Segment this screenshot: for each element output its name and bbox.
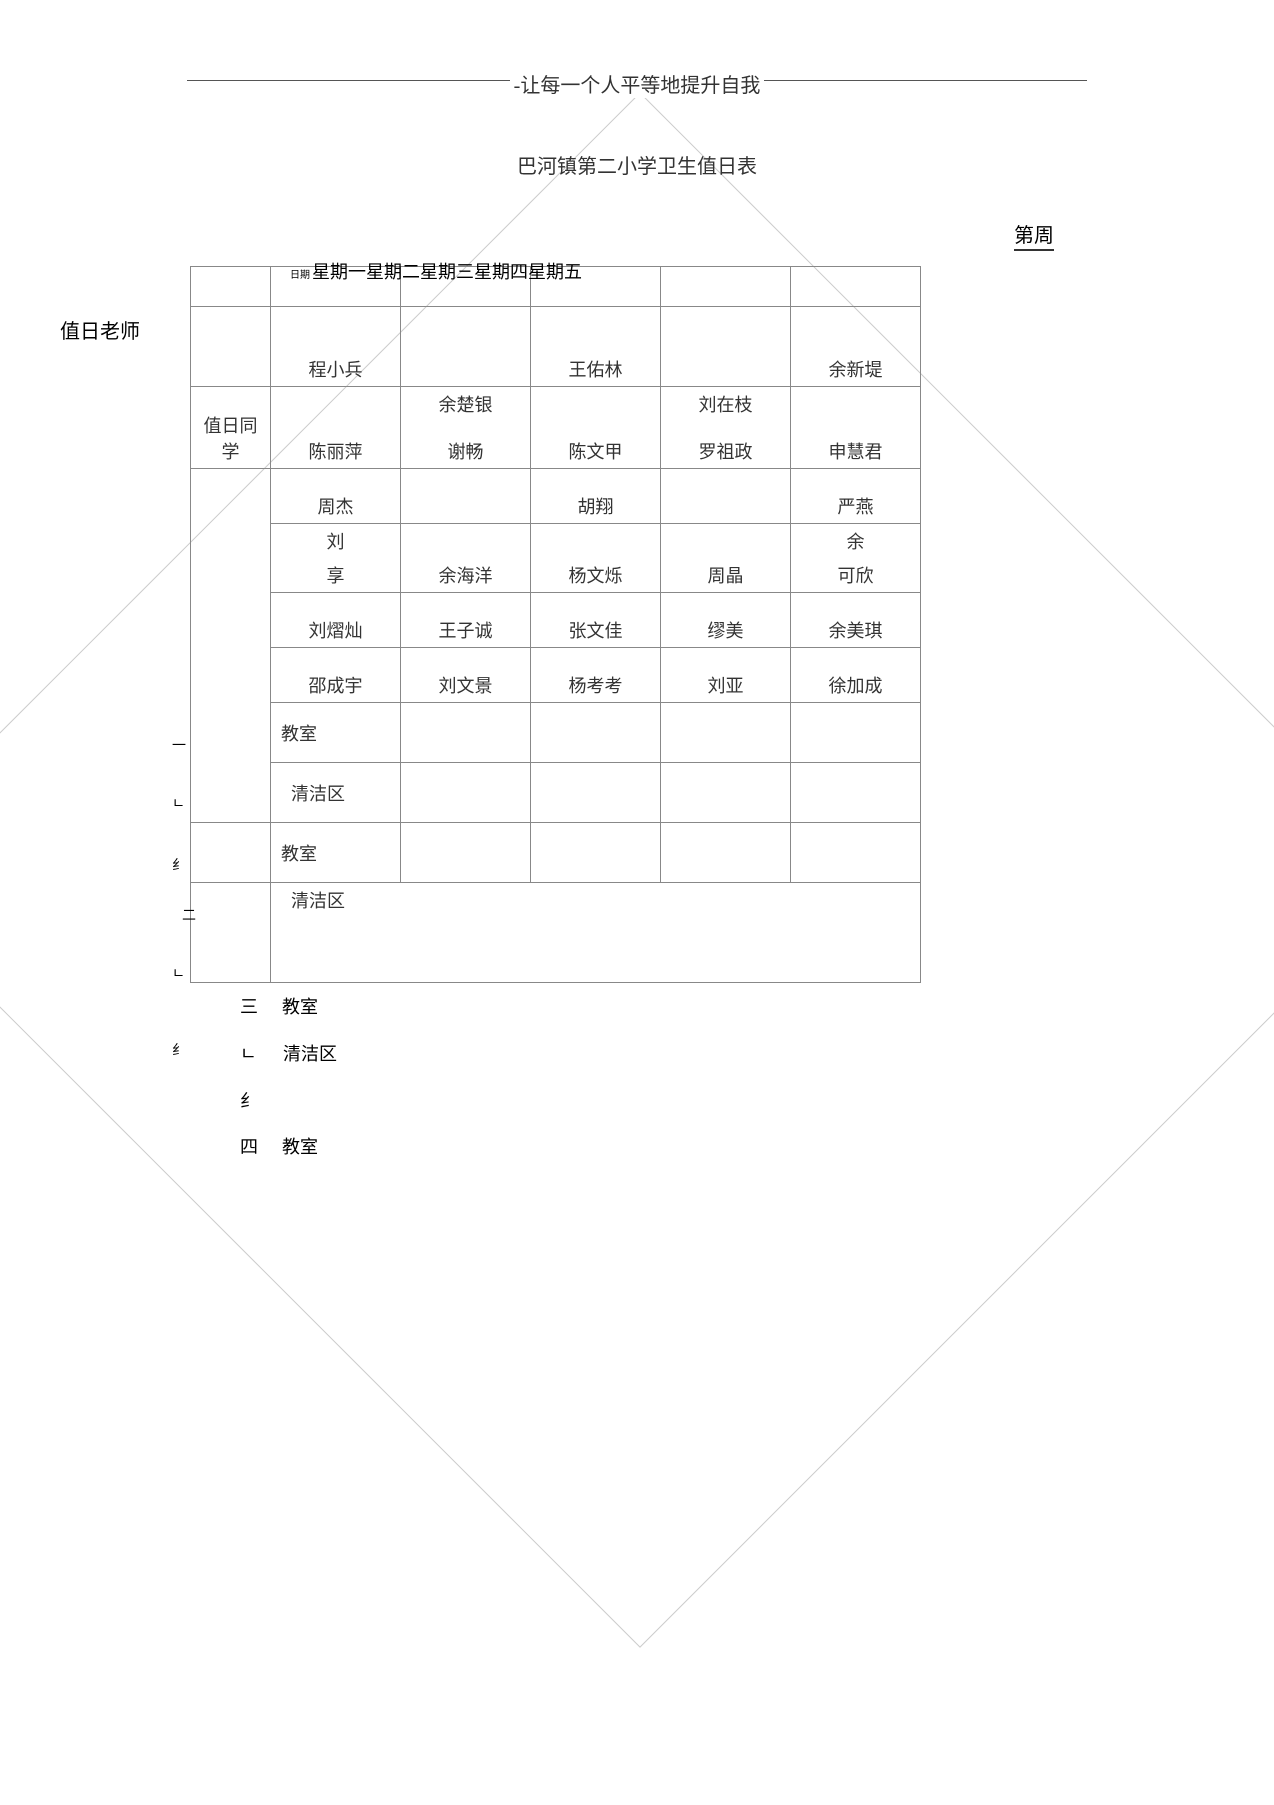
cell: 余 bbox=[791, 524, 921, 559]
area-num: ㄴ bbox=[240, 1040, 270, 1069]
cell: 刘 bbox=[271, 524, 401, 559]
cell: 陈丽萍 bbox=[271, 387, 401, 469]
cell: 周杰 bbox=[271, 469, 401, 524]
area-label: 清洁区 bbox=[280, 1040, 340, 1069]
week-text: 第周 bbox=[1014, 225, 1054, 251]
table-row: 程小兵 王佑林 余新堤 bbox=[191, 307, 921, 387]
cell: 刘熠灿 bbox=[271, 593, 401, 648]
cell: 教室 bbox=[271, 703, 401, 763]
cell bbox=[401, 469, 531, 524]
cell bbox=[661, 469, 791, 524]
cell: 严燕 bbox=[791, 469, 921, 524]
cell: 余新堤 bbox=[791, 307, 921, 387]
area-num: 纟 bbox=[172, 855, 186, 875]
area-row: 纟 bbox=[240, 1087, 1214, 1116]
table-row: 清洁区 bbox=[191, 763, 921, 823]
cell: 余海洋 bbox=[401, 524, 531, 593]
table-row: 值日同学 陈丽萍 余楚银 谢畅 陈文甲 刘在枝 罗祖政 申慧君 bbox=[191, 387, 921, 469]
area-row: 三 教室 bbox=[240, 993, 1214, 1022]
table-row: 邵成宇 刘文景 杨考考 刘亚 徐加成 bbox=[191, 648, 921, 703]
area-num: ㄴ bbox=[172, 963, 185, 983]
cell: 程小兵 bbox=[271, 307, 401, 387]
table-row: 教室 bbox=[191, 823, 921, 883]
cell: 邵成宇 bbox=[271, 648, 401, 703]
area-num: 纟 bbox=[240, 1087, 270, 1116]
page-title: 巴河镇第二小学卫生值日表 bbox=[60, 150, 1214, 179]
duty-table: 程小兵 王佑林 余新堤 值日同学 陈丽萍 余楚银 谢畅 陈文甲 刘在枝 罗祖政 … bbox=[190, 266, 921, 983]
table-row: 刘 余海洋 杨文烁 周晶 余 bbox=[191, 524, 921, 559]
cell: 刘亚 bbox=[661, 648, 791, 703]
cell bbox=[401, 307, 531, 387]
cell: 清洁区 bbox=[271, 883, 921, 983]
cell: 王佑林 bbox=[531, 307, 661, 387]
cell: 缪美 bbox=[661, 593, 791, 648]
area-num: 一 bbox=[172, 735, 186, 755]
area-num: 二 bbox=[182, 905, 196, 925]
cell: 余美琪 bbox=[791, 593, 921, 648]
cell: 享 bbox=[271, 558, 401, 593]
cell: 徐加成 bbox=[791, 648, 921, 703]
cell bbox=[191, 469, 271, 823]
area-num: 四 bbox=[240, 1133, 270, 1162]
cell: 杨文烁 bbox=[531, 524, 661, 593]
table-row: 教室 bbox=[191, 703, 921, 763]
cell: 杨考考 bbox=[531, 648, 661, 703]
header-text: -让每一个人平等地提升自我 bbox=[510, 69, 765, 98]
weekdays-text: 星期一星期二星期三星期四星期五 bbox=[312, 262, 582, 282]
cell: 申慧君 bbox=[791, 387, 921, 469]
cell: 可欣 bbox=[791, 558, 921, 593]
cell: 周晶 bbox=[661, 524, 791, 593]
week-label: 第周 bbox=[60, 219, 1214, 248]
cell: 张文佳 bbox=[531, 593, 661, 648]
cell: 胡翔 bbox=[531, 469, 661, 524]
page-container: -让每一个人平等地提升自我 巴河镇第二小学卫生值日表 第周 日期星期一星期二星期… bbox=[0, 0, 1274, 1162]
cell: 陈文甲 bbox=[531, 387, 661, 469]
cell: 教室 bbox=[271, 823, 401, 883]
area-num: ㄴ bbox=[172, 793, 185, 813]
area-num: 三 bbox=[240, 993, 270, 1022]
date-prefix: 日期 bbox=[290, 266, 310, 281]
cell: 刘在枝 罗祖政 bbox=[661, 387, 791, 469]
area-section: 三 教室 ㄴ 清洁区 纟 四 教室 bbox=[240, 993, 1214, 1162]
area-label: 教室 bbox=[270, 1133, 330, 1162]
cell: 刘文景 bbox=[401, 648, 531, 703]
cell: 王子诚 bbox=[401, 593, 531, 648]
student-row-label: 值日同学 bbox=[191, 387, 271, 469]
cell: 清洁区 bbox=[271, 763, 401, 823]
cell: 余楚银 谢畅 bbox=[401, 387, 531, 469]
teacher-row-label: 值日老师 bbox=[60, 315, 140, 344]
area-row: ㄴ 清洁区 bbox=[240, 1040, 1214, 1069]
header-line: -让每一个人平等地提升自我 bbox=[187, 80, 1087, 110]
area-num: 纟 bbox=[172, 1040, 186, 1060]
table-row: 刘熠灿 王子诚 张文佳 缪美 余美琪 bbox=[191, 593, 921, 648]
table-row: 清洁区 bbox=[191, 883, 921, 983]
cell bbox=[661, 307, 791, 387]
area-label: 教室 bbox=[270, 993, 330, 1022]
table-row: 周杰 胡翔 严燕 bbox=[191, 469, 921, 524]
area-row: 四 教室 bbox=[240, 1133, 1214, 1162]
cell bbox=[191, 307, 271, 387]
